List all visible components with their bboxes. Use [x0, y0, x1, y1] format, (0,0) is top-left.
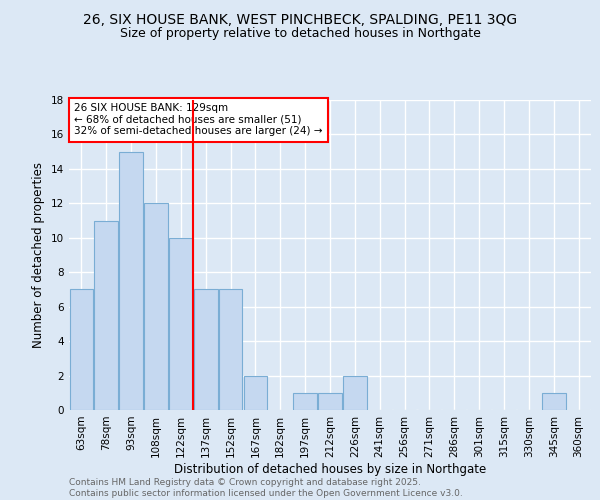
Bar: [169, 238, 193, 410]
Text: 26 SIX HOUSE BANK: 129sqm
← 68% of detached houses are smaller (51)
32% of semi-: 26 SIX HOUSE BANK: 129sqm ← 68% of detac…: [74, 103, 323, 136]
Bar: [293, 393, 317, 410]
Bar: [343, 376, 367, 410]
Bar: [542, 393, 566, 410]
Bar: [144, 204, 168, 410]
Bar: [318, 393, 342, 410]
Bar: [194, 290, 218, 410]
X-axis label: Distribution of detached houses by size in Northgate: Distribution of detached houses by size …: [174, 462, 486, 475]
Bar: [244, 376, 267, 410]
Text: 26, SIX HOUSE BANK, WEST PINCHBECK, SPALDING, PE11 3QG: 26, SIX HOUSE BANK, WEST PINCHBECK, SPAL…: [83, 12, 517, 26]
Bar: [94, 220, 118, 410]
Bar: [70, 290, 93, 410]
Bar: [219, 290, 242, 410]
Y-axis label: Number of detached properties: Number of detached properties: [32, 162, 46, 348]
Text: Contains HM Land Registry data © Crown copyright and database right 2025.
Contai: Contains HM Land Registry data © Crown c…: [69, 478, 463, 498]
Text: Size of property relative to detached houses in Northgate: Size of property relative to detached ho…: [119, 28, 481, 40]
Bar: [119, 152, 143, 410]
